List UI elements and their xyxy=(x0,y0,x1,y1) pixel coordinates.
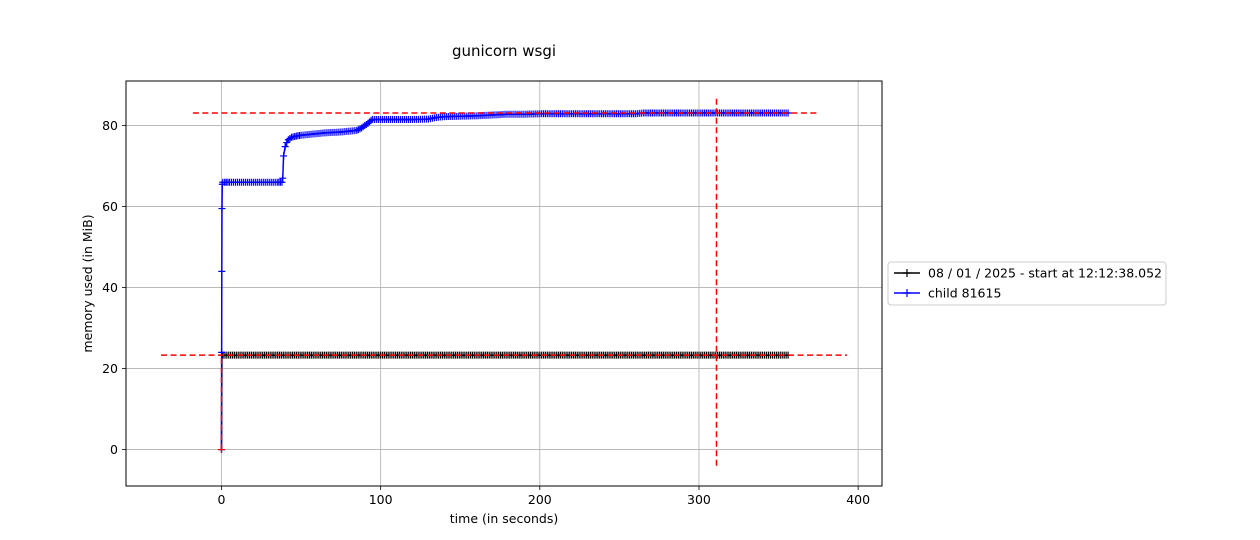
data-point-marker xyxy=(354,126,362,134)
x-tick-label: 200 xyxy=(528,492,552,507)
y-tick-label: 40 xyxy=(102,280,118,295)
legend: 08 / 01 / 2025 - start at 12:12:38.052 ch… xyxy=(887,261,1167,306)
x-axis-ticks: 0 100 200 300 400 xyxy=(218,486,870,507)
data-point-marker xyxy=(278,178,286,186)
data-point-marker xyxy=(218,205,226,213)
data-point-marker xyxy=(281,143,289,151)
data-point-marker xyxy=(364,120,372,128)
data-point-marker xyxy=(353,126,361,134)
chart-title: gunicorn wsgi xyxy=(452,42,556,60)
legend-label-1: 08 / 01 / 2025 - start at 12:12:38.052 xyxy=(928,266,1162,281)
x-tick-label: 100 xyxy=(369,492,393,507)
plot-area xyxy=(161,97,847,466)
x-tick-label: 400 xyxy=(846,492,870,507)
y-tick-label: 60 xyxy=(102,199,118,214)
legend-marker-1 xyxy=(903,269,911,277)
start-marker xyxy=(217,446,225,454)
y-axis-label: memory used (in MiB) xyxy=(80,214,95,352)
x-tick-label: 300 xyxy=(687,492,711,507)
legend-marker-2 xyxy=(903,289,911,297)
data-point-marker xyxy=(280,152,288,160)
data-point-marker xyxy=(279,174,287,182)
y-axis-ticks: 0 20 40 60 80 xyxy=(102,118,126,457)
legend-label-2: child 81615 xyxy=(928,286,1001,301)
plot-frame xyxy=(125,80,883,487)
x-axis-label: time (in seconds) xyxy=(450,511,558,526)
grid xyxy=(126,81,882,486)
y-tick-label: 0 xyxy=(110,442,118,457)
data-point-marker xyxy=(218,267,226,275)
legend-box xyxy=(887,261,1167,306)
y-tick-label: 20 xyxy=(102,361,118,376)
y-tick-label: 80 xyxy=(102,118,118,133)
x-tick-label: 0 xyxy=(218,492,226,507)
data-point-marker xyxy=(367,116,375,124)
data-point-marker xyxy=(286,135,294,143)
